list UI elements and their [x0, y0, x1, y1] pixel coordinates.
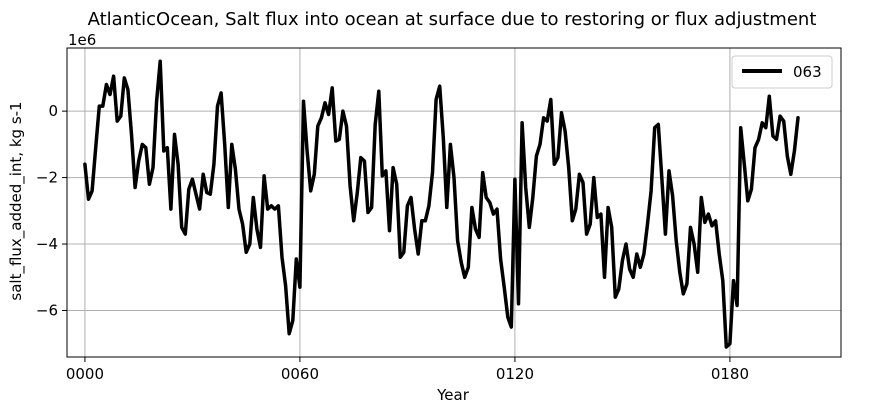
plot-frame	[66, 47, 842, 358]
y-tick-label: 0	[48, 102, 58, 120]
legend-label-063: 063	[793, 63, 822, 81]
series-layer	[83, 59, 800, 349]
legend: 063	[731, 55, 833, 89]
y-tick-label: −6	[36, 301, 58, 319]
y-axis-ticks: −6 −4 −2 0	[36, 102, 67, 319]
x-tick-label: 0180	[711, 365, 749, 383]
x-axis-label: Year	[436, 386, 470, 404]
x-tick-label: 0120	[496, 365, 534, 383]
series-line-063	[83, 59, 800, 349]
y-axis-label: salt_flux_added_int, kg s-1	[7, 101, 26, 300]
x-tick-label: 0000	[66, 365, 104, 383]
y-offset-label: 1e6	[68, 31, 96, 49]
y-tick-label: −4	[36, 235, 58, 253]
chart-title: AtlanticOcean, Salt flux into ocean at s…	[88, 9, 817, 30]
x-axis-ticks: 0000 0060 0120 0180	[66, 357, 749, 383]
x-tick-label: 0060	[281, 365, 319, 383]
y-tick-label: −2	[36, 169, 58, 187]
